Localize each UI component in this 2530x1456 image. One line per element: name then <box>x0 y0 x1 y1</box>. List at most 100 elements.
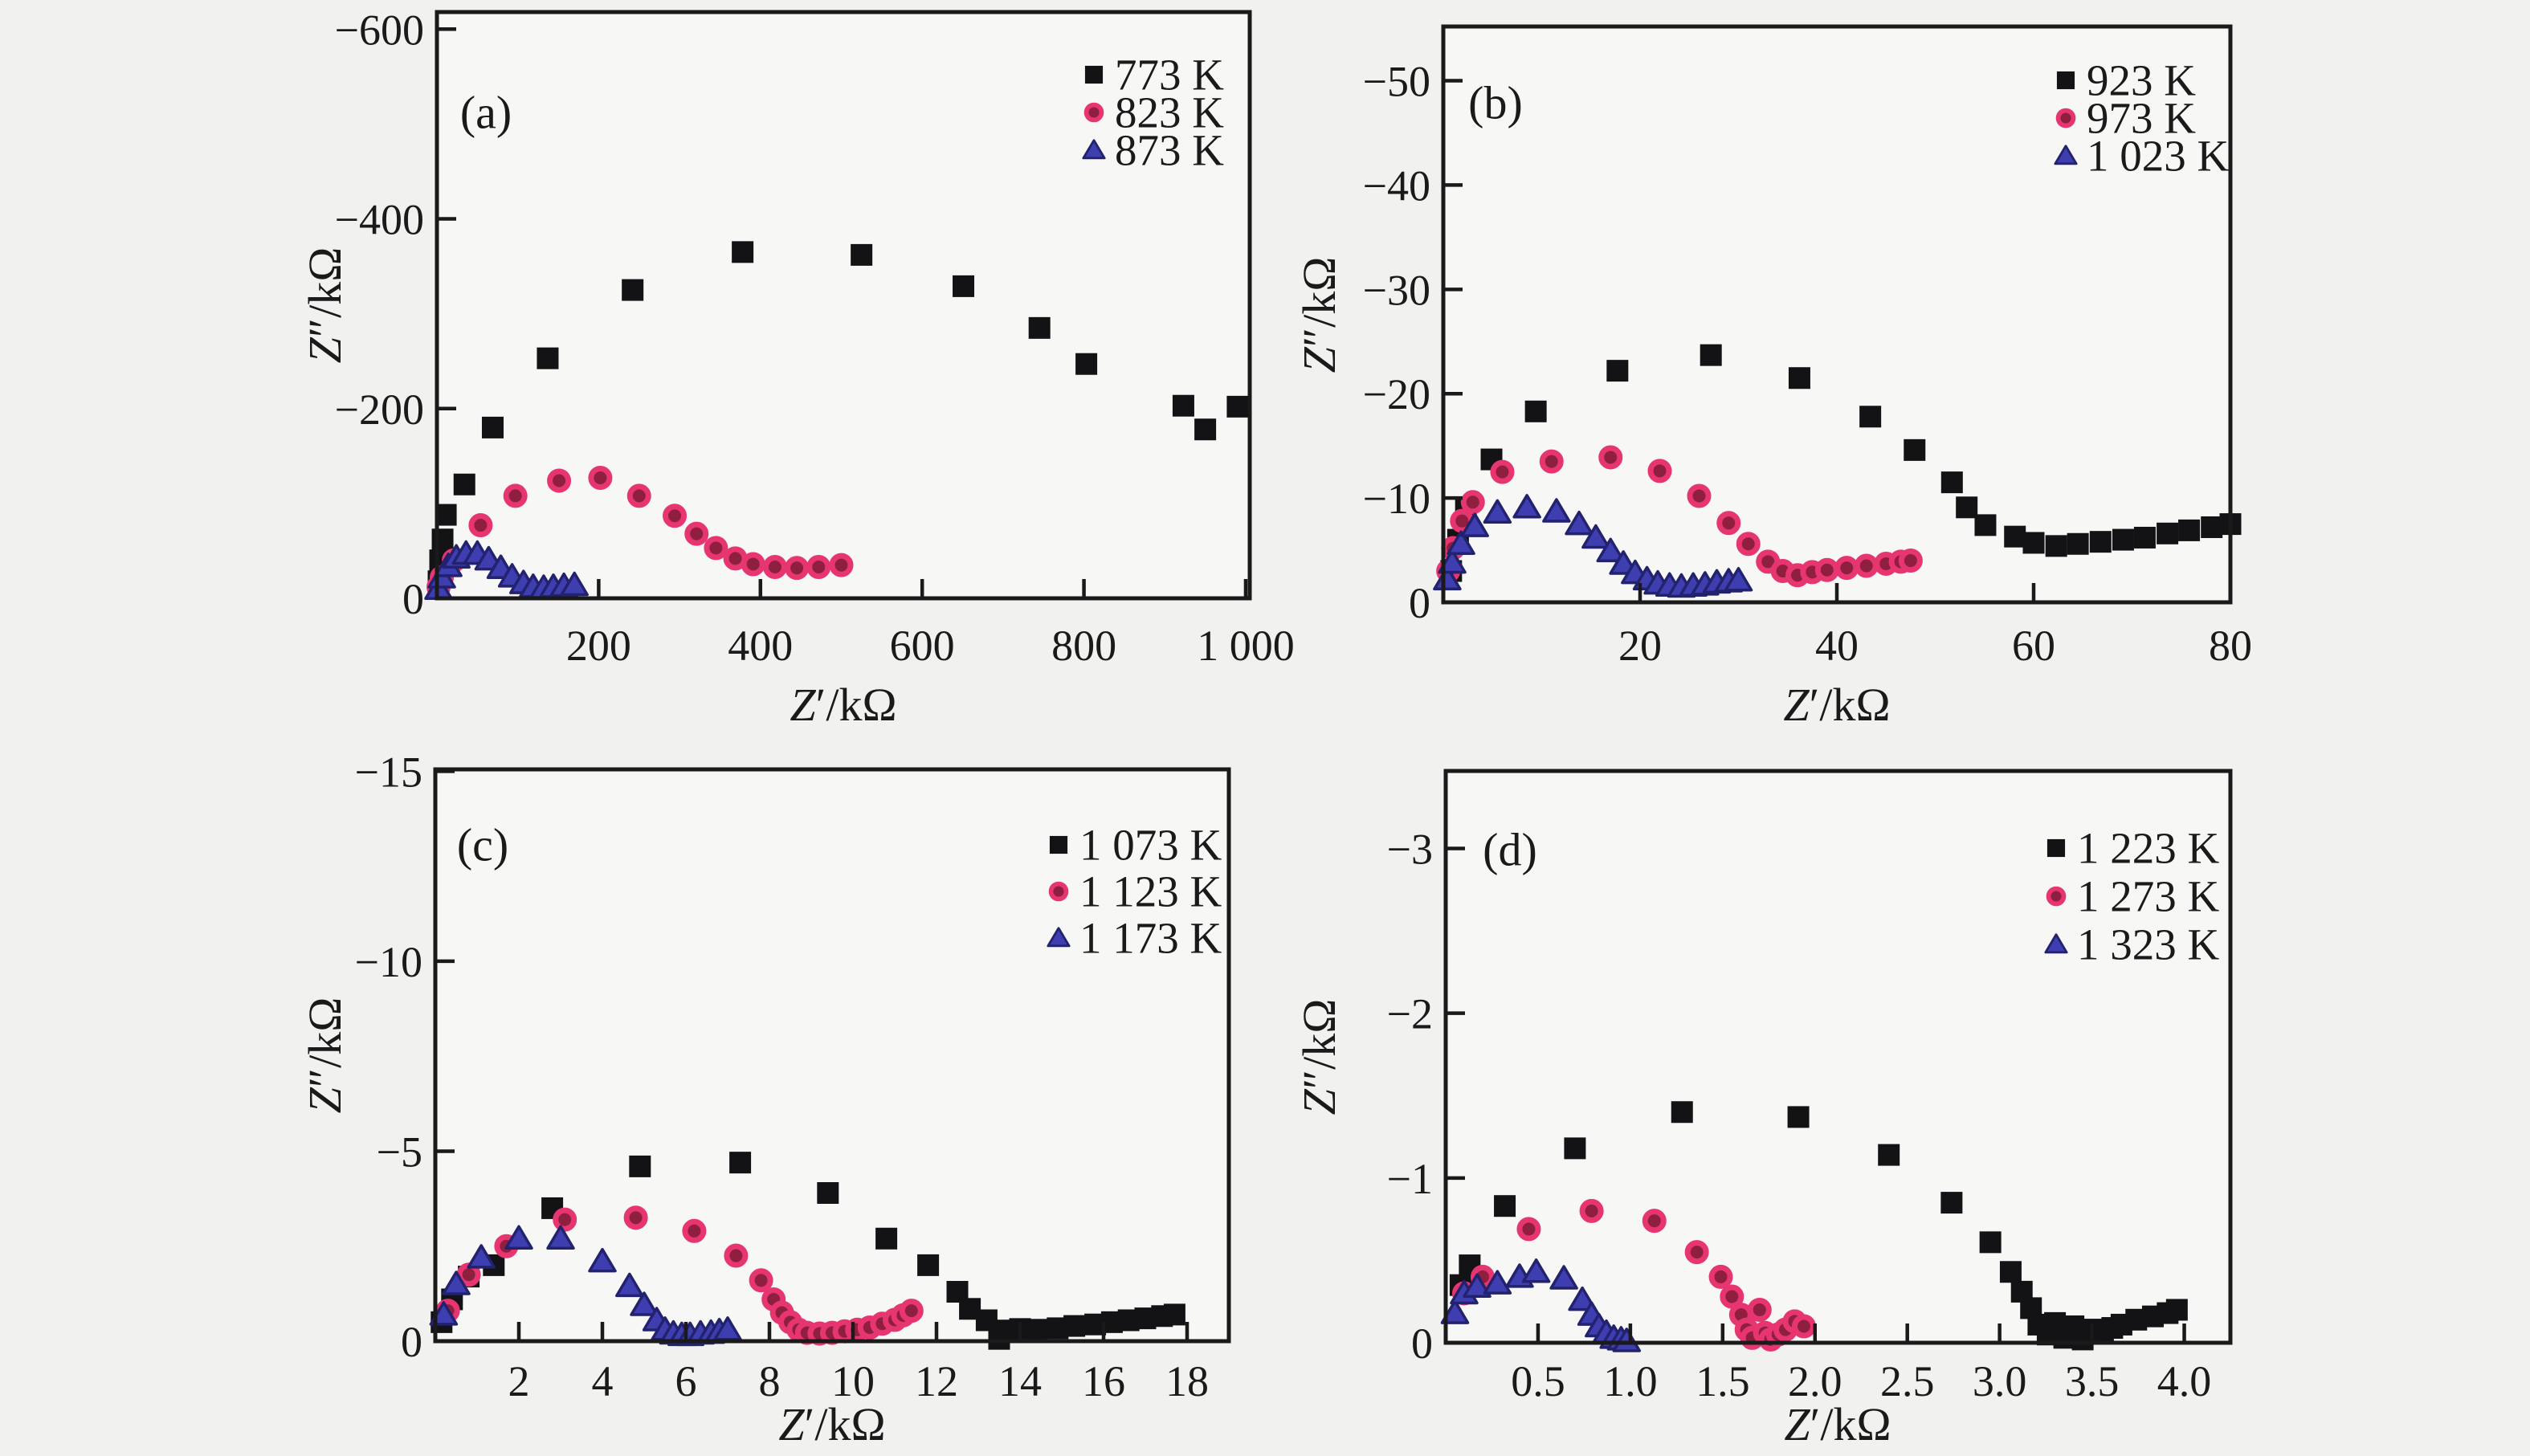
plot-frame <box>435 10 1252 601</box>
legend: 1 223 K1 273 K1 323 K <box>2044 824 2220 969</box>
marker-circle <box>588 465 613 490</box>
marker-triangle <box>1483 1270 1512 1295</box>
marker-triangle <box>1542 498 1571 523</box>
marker-circle <box>704 536 728 561</box>
marker-square <box>1940 471 1963 494</box>
marker-circle <box>1490 459 1515 484</box>
marker-square <box>988 1328 1010 1350</box>
marker-square <box>1075 353 1098 375</box>
marker-square <box>2056 71 2075 90</box>
panel-letter: (c) <box>457 819 508 871</box>
legend-label: 773 K <box>1115 51 1224 100</box>
marker-triangle <box>2044 933 2068 954</box>
y-tick-label: −2 <box>1387 990 1433 1038</box>
y-axis-title: Z″/kΩ <box>1293 257 1345 373</box>
marker-triangle <box>1082 139 1106 160</box>
x-tick-label: 1 000 <box>1197 622 1295 670</box>
marker-circle <box>684 521 709 546</box>
marker-circle <box>468 513 493 538</box>
marker-circle <box>2046 886 2067 907</box>
legend-label: 1 223 K <box>2077 824 2220 873</box>
marker-square <box>1564 1137 1586 1160</box>
legend-label: 973 K <box>2087 94 2196 143</box>
legend-item: 1 023 K <box>2054 132 2230 181</box>
x-tick-label: 400 <box>728 622 793 670</box>
marker-circle <box>623 1205 648 1230</box>
legend-item: 1 273 K <box>2046 872 2220 921</box>
marker-square <box>2178 519 2201 541</box>
x-tick-label: 3.5 <box>2065 1357 2120 1405</box>
marker-square <box>1063 1315 1086 1337</box>
marker-triangle <box>1581 524 1610 549</box>
plot-frame <box>1443 769 2233 1345</box>
marker-circle <box>547 468 572 493</box>
y-tick-label: −30 <box>1363 266 1430 314</box>
panel-letter: (a) <box>460 87 512 139</box>
x-axis-title: Z′/kΩ <box>790 679 896 731</box>
panel-c: 2 4 6 8 10 12 14 16 18 0 −5 −10 −15 Z′/kΩ Z″/kΩ (c) 1 07… <box>299 748 1231 1450</box>
legend-item: 1 123 K <box>1048 867 1222 916</box>
x-tick-label: 8 <box>759 1357 781 1405</box>
marker-square <box>1194 418 1217 441</box>
series-823-K <box>426 465 854 599</box>
y-tick-label: −400 <box>335 196 424 244</box>
marker-square <box>729 1152 752 1174</box>
marker-circle <box>1647 459 1672 483</box>
y-tick-label: −3 <box>1387 825 1433 873</box>
marker-triangle <box>1521 1258 1551 1283</box>
marker-square <box>1788 367 1810 389</box>
plot-area <box>1443 27 2230 602</box>
marker-triangle <box>504 1225 533 1250</box>
x-tick-label: 20 <box>1618 622 1662 670</box>
x-tick-label: 18 <box>1165 1357 1209 1405</box>
marker-circle <box>1598 445 1623 470</box>
marker-square <box>1671 1101 1693 1124</box>
plot-frame <box>433 767 1231 1344</box>
x-tick-label: 1.5 <box>1696 1357 1750 1405</box>
marker-triangle <box>1596 537 1625 563</box>
marker-circle <box>806 555 831 580</box>
marker-square <box>2165 1299 2188 1321</box>
y-tick-label: −40 <box>1363 161 1430 210</box>
marker-square <box>2089 531 2112 553</box>
marker-triangle <box>615 1272 644 1298</box>
series-973-K <box>1436 445 1923 588</box>
x-axis-title: Z′/kΩ <box>778 1398 885 1450</box>
y-axis-title: Z″/kΩ <box>299 247 351 364</box>
y-axis-title: Z″/kΩ <box>1293 999 1345 1115</box>
marker-circle <box>1716 511 1741 536</box>
marker-triangle <box>1440 1299 1470 1324</box>
marker-triangle <box>1460 512 1489 537</box>
marker-square <box>1859 406 1882 428</box>
legend-item: 1 323 K <box>2044 920 2220 969</box>
marker-square <box>2133 526 2156 549</box>
marker-triangle <box>1512 494 1541 519</box>
marker-circle <box>1791 1314 1816 1339</box>
marker-triangle <box>1549 1265 1578 1290</box>
legend-label: 1 023 K <box>2087 132 2230 181</box>
marker-square <box>1606 360 1629 382</box>
marker-square <box>1084 65 1104 84</box>
marker-circle <box>762 555 787 580</box>
marker-square <box>1787 1106 1810 1128</box>
x-tick-label: 1.0 <box>1603 1357 1658 1405</box>
marker-square <box>1956 496 1978 519</box>
marker-triangle <box>442 1270 471 1295</box>
marker-square <box>2004 525 2026 548</box>
x-axis-title: Z′/kΩ <box>1784 1398 1891 1450</box>
marker-circle <box>785 556 810 581</box>
legend: 1 073 K1 123 K1 173 K <box>1047 821 1222 963</box>
marker-circle <box>1642 1209 1667 1234</box>
y-tick-label: −20 <box>1363 370 1430 418</box>
marker-triangle <box>1612 1328 1642 1352</box>
series-1-073-K <box>431 1152 1185 1350</box>
x-tick-label: 0.5 <box>1511 1357 1565 1405</box>
marker-circle <box>663 504 688 528</box>
marker-circle <box>1048 881 1069 902</box>
marker-circle <box>1687 483 1712 508</box>
marker-triangle <box>1724 566 1753 592</box>
legend-item: 1 173 K <box>1047 914 1222 963</box>
panel-d: 0.5 1.0 1.5 2.0 2.5 3.0 3.5 4.0 0 −1 −2 −3 Z′/kΩ Z″/k… <box>1293 769 2233 1450</box>
legend-item: 873 K <box>1082 126 1224 175</box>
marker-circle <box>1898 549 1923 573</box>
